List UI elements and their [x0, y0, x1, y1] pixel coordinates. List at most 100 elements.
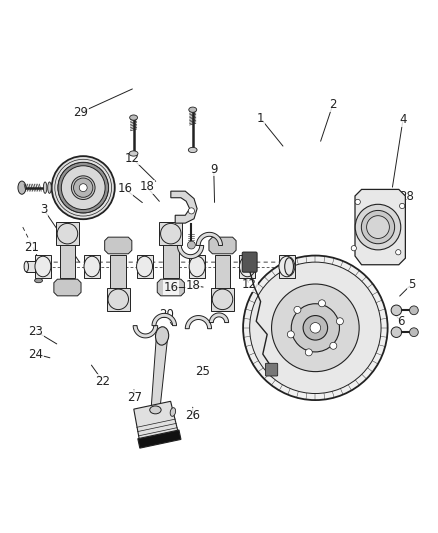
Ellipse shape [170, 408, 176, 416]
Polygon shape [157, 279, 184, 296]
Circle shape [52, 156, 115, 219]
Text: 25: 25 [195, 365, 210, 378]
Text: 2: 2 [329, 98, 337, 111]
Text: 8: 8 [286, 334, 293, 346]
Polygon shape [26, 261, 43, 272]
Polygon shape [60, 222, 75, 278]
Polygon shape [209, 237, 236, 254]
Polygon shape [134, 401, 178, 439]
Polygon shape [151, 335, 168, 410]
Ellipse shape [212, 289, 233, 310]
Polygon shape [240, 255, 255, 278]
Ellipse shape [155, 327, 169, 345]
Circle shape [367, 216, 389, 238]
Polygon shape [211, 288, 234, 311]
Text: 15: 15 [265, 287, 280, 300]
Text: 12: 12 [242, 278, 257, 292]
Text: 18: 18 [139, 180, 154, 193]
Text: 9: 9 [210, 163, 218, 176]
Ellipse shape [129, 151, 138, 156]
Text: 6: 6 [397, 315, 405, 328]
Circle shape [399, 203, 405, 208]
Ellipse shape [161, 223, 181, 244]
Text: 27: 27 [127, 391, 142, 403]
FancyBboxPatch shape [265, 364, 278, 376]
Text: 28: 28 [399, 190, 414, 203]
FancyBboxPatch shape [242, 252, 257, 272]
Circle shape [58, 162, 109, 213]
Circle shape [287, 331, 294, 338]
Circle shape [318, 300, 325, 307]
Polygon shape [110, 255, 126, 311]
Circle shape [188, 208, 194, 214]
Circle shape [272, 284, 359, 372]
Circle shape [294, 306, 301, 313]
Text: 23: 23 [28, 325, 43, 338]
Circle shape [61, 166, 105, 209]
Circle shape [391, 305, 402, 316]
Ellipse shape [130, 115, 138, 120]
Text: 1: 1 [257, 112, 265, 125]
Text: 29: 29 [74, 106, 88, 119]
Text: 22: 22 [95, 375, 110, 387]
Polygon shape [54, 279, 81, 296]
Circle shape [355, 199, 360, 205]
Circle shape [187, 241, 195, 249]
Ellipse shape [18, 181, 26, 194]
Text: 16: 16 [163, 281, 178, 294]
Polygon shape [215, 255, 230, 311]
Polygon shape [196, 232, 223, 246]
Circle shape [243, 255, 388, 400]
Ellipse shape [285, 258, 293, 275]
Circle shape [79, 184, 87, 191]
Circle shape [74, 178, 93, 197]
Circle shape [310, 322, 321, 333]
Circle shape [303, 316, 328, 340]
Circle shape [305, 349, 312, 356]
Polygon shape [84, 255, 100, 278]
Polygon shape [138, 430, 181, 448]
Ellipse shape [84, 256, 100, 277]
Text: 18: 18 [185, 279, 200, 292]
Ellipse shape [279, 256, 295, 277]
Circle shape [250, 262, 381, 393]
Polygon shape [209, 313, 229, 322]
Text: 12: 12 [125, 152, 140, 165]
Circle shape [410, 306, 418, 314]
Circle shape [336, 318, 343, 325]
Polygon shape [171, 191, 197, 223]
Polygon shape [56, 222, 79, 245]
Ellipse shape [108, 289, 128, 310]
Circle shape [391, 327, 402, 337]
Circle shape [396, 249, 401, 255]
Polygon shape [163, 222, 179, 278]
Text: 26: 26 [185, 409, 200, 422]
Circle shape [330, 342, 337, 349]
Polygon shape [133, 326, 158, 338]
Circle shape [361, 211, 395, 244]
Polygon shape [189, 255, 205, 278]
Text: 3: 3 [40, 203, 47, 216]
Polygon shape [177, 246, 204, 259]
Polygon shape [152, 313, 177, 326]
Ellipse shape [24, 261, 28, 272]
Polygon shape [185, 316, 212, 329]
Ellipse shape [240, 256, 255, 277]
Polygon shape [279, 255, 295, 278]
Polygon shape [159, 222, 182, 245]
Ellipse shape [189, 107, 197, 112]
Polygon shape [355, 189, 405, 265]
Ellipse shape [43, 182, 47, 193]
Ellipse shape [48, 182, 51, 193]
Text: 24: 24 [28, 348, 43, 361]
Polygon shape [35, 255, 51, 278]
Text: 16: 16 [117, 182, 132, 196]
Text: 5: 5 [408, 278, 415, 290]
Ellipse shape [137, 256, 152, 277]
Ellipse shape [188, 147, 197, 152]
Text: 7: 7 [360, 304, 367, 317]
Polygon shape [107, 288, 130, 311]
Ellipse shape [35, 256, 51, 277]
Circle shape [410, 328, 418, 336]
Circle shape [351, 246, 357, 251]
